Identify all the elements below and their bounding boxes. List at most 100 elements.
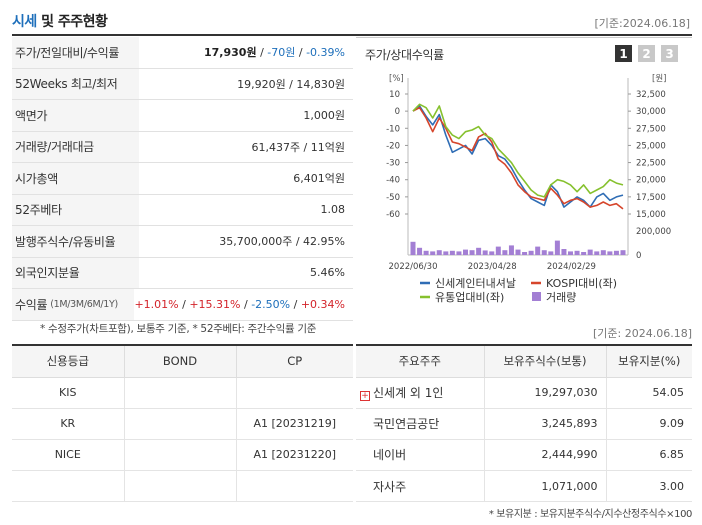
volume-bar: [489, 251, 495, 255]
volume-bar: [568, 251, 573, 255]
volume-bar: [607, 251, 613, 255]
summary-label: 발행주식수/유동비율: [12, 226, 139, 257]
summary-row-52weeks: 52Weeks 최고/최저 19,920원 / 14,830원: [12, 68, 353, 100]
cp-cell: [236, 470, 353, 503]
table-row: 자사주 1,071,000 3.00: [356, 470, 692, 503]
volume-bar: [522, 252, 528, 255]
summary-row-returns: 수익률 (1M/3M/6M/1Y) +1.01% / +15.31% / -2.5…: [12, 289, 353, 321]
holder-name-cell: 국민연금공단: [356, 408, 485, 440]
right-tick-label: 20,000: [636, 176, 666, 186]
shares-cell: 1,071,000: [484, 470, 607, 503]
bond-cell: [124, 377, 237, 409]
volume-bar: [587, 249, 593, 255]
volume-bar: [541, 250, 547, 255]
holder-name-cell: 자사주: [356, 470, 485, 503]
table-row: + 신세계 외 1인 19,297,030 54.05: [356, 377, 692, 409]
legend-label: 거래량: [546, 291, 576, 304]
summary-label: 거래량/거래대금: [12, 131, 139, 162]
cp-cell: A1 [20231219]: [236, 408, 353, 440]
volume-bar: [548, 251, 554, 255]
pct-cell: 9.09: [606, 408, 692, 440]
summary-label: 주가/전일대비/수익률: [12, 37, 139, 68]
right-axis-unit: [원]: [652, 74, 666, 84]
pct-cell: 6.85: [606, 439, 692, 472]
cp-cell: [236, 377, 353, 409]
summary-label: 수익률 (1M/3M/6M/1Y): [12, 289, 135, 320]
right-tick-label: 22,500: [636, 159, 666, 169]
legend-label: 유통업대비(좌): [435, 291, 504, 304]
volume-bar: [581, 252, 587, 255]
summary-value: 6,401억원: [293, 172, 345, 186]
chart-tab-1[interactable]: 1: [615, 45, 632, 62]
separator: /: [178, 297, 190, 311]
volume-bar: [456, 251, 462, 255]
volume-bar: [600, 250, 606, 255]
left-tick-label: 10: [389, 90, 400, 100]
summary-row-par-value: 액면가 1,000원: [12, 100, 353, 132]
volume-bar: [495, 246, 501, 255]
title-accent: 시세: [12, 14, 37, 30]
legend-swatch: [532, 292, 541, 301]
return-3m: +15.31%: [189, 297, 241, 311]
table-row: 네이버 2,444,990 6.85: [356, 439, 692, 472]
section-header: 시세 및 주주현황 [기준:2024.06.18]: [12, 10, 692, 32]
column-header: 주요주주: [356, 346, 485, 378]
price-change: -70원: [267, 46, 296, 60]
summary-row-market-cap: 시가총액 6,401억원: [12, 163, 353, 195]
right-tick-label: 32,500: [636, 90, 666, 100]
bond-cell: [124, 470, 237, 503]
chart-tab-2[interactable]: 2: [638, 45, 655, 62]
volume-bar: [423, 250, 429, 255]
volume-bar: [515, 249, 521, 255]
header-divider: [12, 34, 692, 36]
volume-tick-label: 200,000: [636, 227, 671, 237]
title-rest: 및 주주현황: [41, 14, 108, 30]
column-header: 보유지분(%): [606, 346, 692, 378]
chart-tab-3[interactable]: 3: [661, 45, 678, 62]
summary-label: 시가총액: [12, 163, 139, 194]
volume-bar: [482, 250, 488, 255]
summary-value: 1,000원: [303, 109, 345, 123]
return-1m: +1.01%: [134, 297, 179, 311]
left-tick-label: -20: [386, 141, 400, 151]
chart-title: 주가/상대수익률: [365, 48, 444, 62]
volume-bar: [417, 247, 423, 255]
left-tick-label: -40: [386, 176, 400, 186]
table-row: KR A1 [20231219]: [12, 408, 353, 440]
section-title: 시세 및 주주현황: [12, 11, 108, 31]
owners-date: [기준: 2024.06.18]: [592, 327, 692, 340]
expand-icon[interactable]: +: [360, 391, 370, 402]
volume-bar: [554, 240, 560, 255]
volume-bar: [508, 245, 514, 255]
summary-footnote: * 수정주가(차트포함), 보통주 기준, * 52주베타: 주간수익률 기준: [40, 323, 317, 335]
shareholders-footnote: * 보유지분 : 보유지분주식수/지수산정주식수×100: [488, 509, 693, 520]
summary-value: 35,700,000주 / 42.95%: [219, 235, 345, 249]
table-row: KIS: [12, 377, 353, 409]
table-header-row: 신용등급 BOND CP: [12, 346, 353, 378]
table-row: NICE A1 [20231220]: [12, 439, 353, 472]
x-tick-label: 2023/04/28: [468, 262, 517, 272]
right-tick-label: 25,000: [636, 141, 666, 151]
returns-values: +1.01% / +15.31% / -2.50% / +0.34%: [134, 298, 353, 311]
chart-period-tabs: 1 2 3: [615, 45, 678, 62]
agency-cell: KR: [12, 408, 125, 440]
pct-cell: 3.00: [606, 470, 692, 503]
series-line: [412, 106, 624, 210]
left-tick-label: -50: [386, 193, 400, 203]
volume-bar: [594, 251, 600, 255]
summary-label: 액면가: [12, 100, 139, 131]
right-tick-label: 27,500: [636, 124, 666, 134]
summary-value: 61,437주 / 11억원: [251, 140, 345, 154]
shares-cell: 2,444,990: [484, 439, 607, 472]
return-6m: -2.50%: [251, 297, 291, 311]
returns-label: 수익률: [15, 297, 48, 312]
summary-row-foreign: 외국인지분율 5.46%: [12, 257, 353, 289]
volume-bar: [436, 250, 442, 255]
agency-cell: KIS: [12, 377, 125, 409]
left-tick-label: -10: [386, 124, 400, 134]
summary-row-shares: 발행주식수/유동비율 35,700,000주 / 42.95%: [12, 226, 353, 258]
table-header-row: 주요주주 보유주식수(보통) 보유지분(%): [356, 346, 692, 378]
agency-cell: [12, 470, 125, 503]
volume-bar: [476, 247, 482, 255]
column-header: CP: [236, 346, 353, 378]
